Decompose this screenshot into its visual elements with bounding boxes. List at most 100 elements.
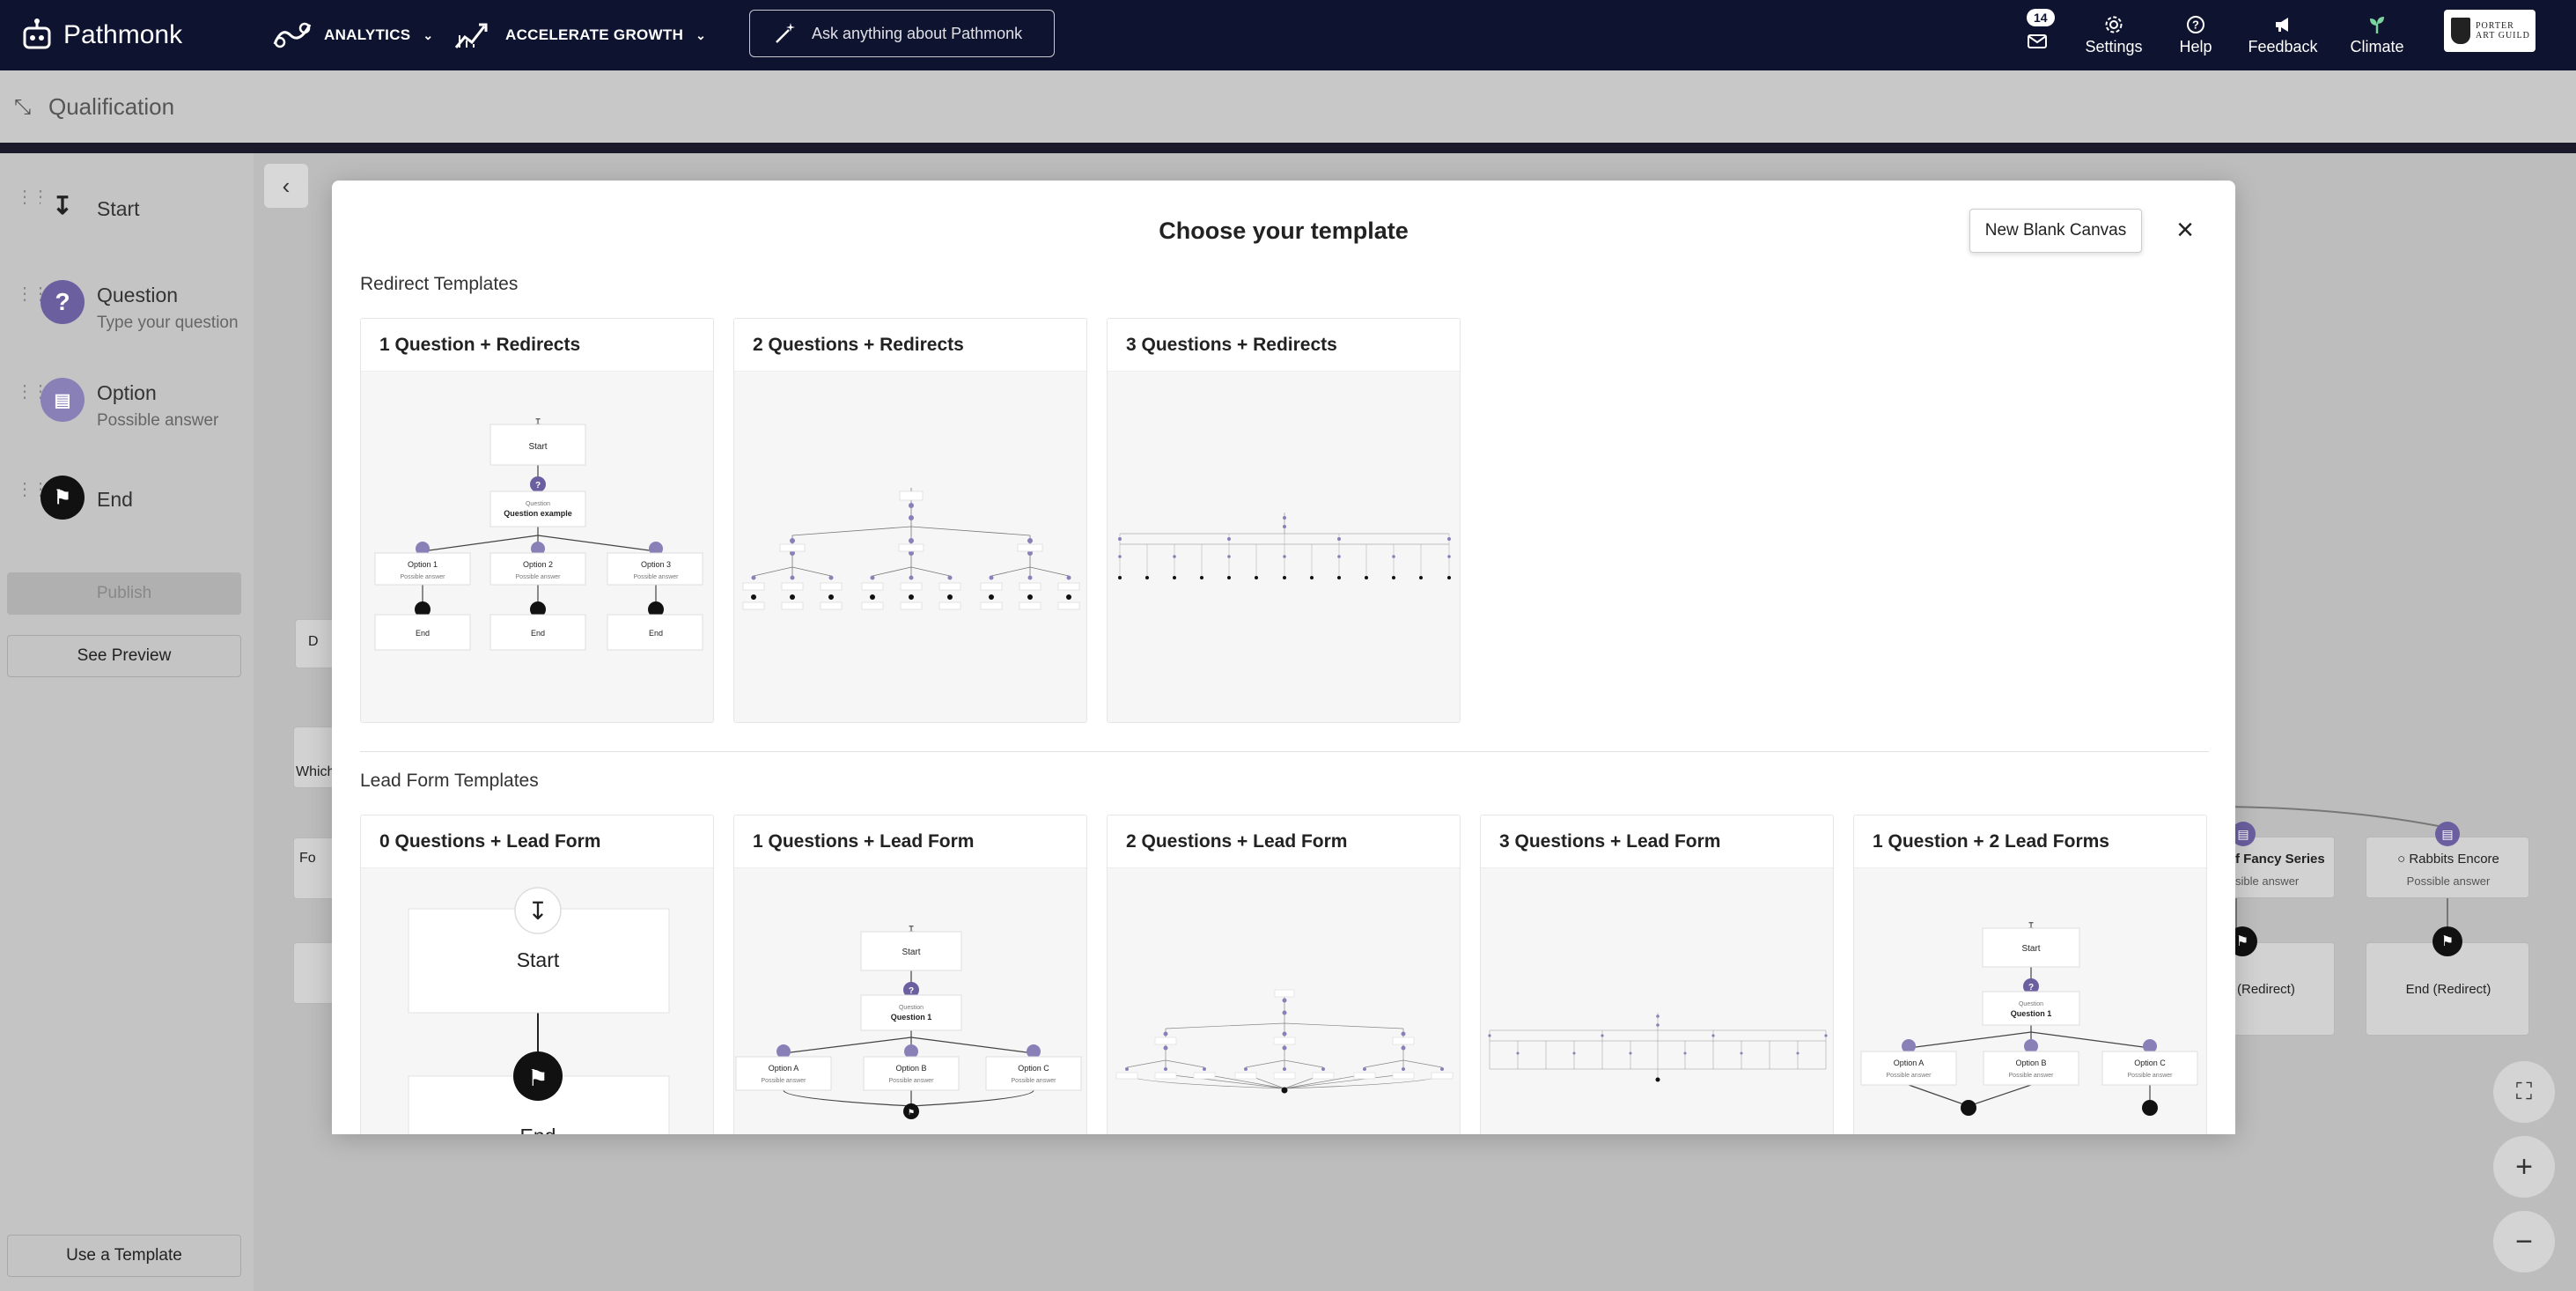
flag-icon <box>513 1051 563 1101</box>
flow-preview-1q-2lead: ↧ Start ? Question Question 1 Option A O… <box>1860 920 2198 1116</box>
template-preview: ↧ Start ? Question Question example Opti… <box>361 372 713 722</box>
fit-view-button[interactable]: ⛶ <box>2493 1061 2555 1123</box>
preview-start-label: Start <box>902 948 920 957</box>
preview-end-label: End <box>531 629 545 638</box>
preview-question-caption: Question <box>899 1005 924 1011</box>
template-preview: ↧ Start ⚑ End <box>361 868 713 1134</box>
canvas-option-card[interactable]: f Fancy Series sible answer <box>2227 837 2335 898</box>
leadform-section-title: Lead Form Templates <box>360 771 539 791</box>
inbox-button[interactable] <box>2023 9 2051 62</box>
template-card-1q-redirects[interactable]: 1 Question + Redirects ↧ Start ? Questio… <box>360 318 714 723</box>
feedback-button[interactable]: Feedback <box>2247 9 2319 62</box>
plant-icon <box>2370 16 2384 33</box>
preview-option-sub: Possible answer <box>762 1078 807 1084</box>
preview-start-label: Start <box>528 442 547 452</box>
analytics-menu[interactable]: ANALYTICS ⌄ <box>271 16 433 55</box>
header-divider <box>0 143 2576 153</box>
node-palette-sidebar: ⋮⋮ ↧ Start ⋮⋮ ? Question Type your quest… <box>0 153 254 1291</box>
preview-option-label: Option A <box>1894 1059 1925 1067</box>
growth-icon <box>454 23 488 48</box>
radio-icon: ○ <box>2397 852 2406 867</box>
analytics-icon <box>273 22 312 48</box>
question-icon <box>2023 978 2039 994</box>
canvas-end-card[interactable]: (Redirect) <box>2227 942 2335 1036</box>
drag-handle-icon[interactable]: ⋮⋮ <box>16 382 49 402</box>
template-card-1q-2leadforms[interactable]: 1 Question + 2 Lead Forms ↧ Start ? Ques… <box>1853 815 2207 1134</box>
help-button[interactable]: ? Help <box>2178 9 2213 62</box>
drag-handle-icon[interactable]: ⋮⋮ <box>16 188 49 207</box>
zoom-out-button[interactable]: − <box>2493 1211 2555 1273</box>
editor-header: ⤡ Qualification <box>0 70 2576 143</box>
palette-node-label: Start <box>97 197 140 220</box>
canvas-card-sub: Possible answer <box>2406 874 2491 888</box>
see-preview-button[interactable]: See Preview <box>7 635 241 677</box>
flag-icon: ⚑ <box>40 476 85 520</box>
preview-option-label: Option 3 <box>641 560 671 569</box>
palette-node-option[interactable]: ⋮⋮ ▤ Option Possible answer <box>0 365 254 445</box>
template-card-title: 1 Question + Redirects <box>361 319 713 372</box>
preview-question-caption: Question <box>526 501 550 507</box>
template-card-2q-redirects[interactable]: 2 Questions + Redirects <box>733 318 1087 723</box>
canvas-end-card[interactable]: End (Redirect) <box>2366 942 2529 1036</box>
flow-preview-0q-lead: ↧ Start ⚑ End <box>408 887 670 1134</box>
analytics-label: ANALYTICS <box>324 26 411 43</box>
preview-option-label: Option 2 <box>523 560 553 569</box>
palette-node-sub: Type your question <box>97 314 239 332</box>
inbox-count-badge: 14 <box>2027 9 2055 26</box>
template-card-title: 2 Questions + Redirects <box>734 319 1086 372</box>
pathmonk-logo[interactable]: Pathmonk <box>19 16 182 55</box>
flow-preview-3q-lead <box>1488 1013 1828 1082</box>
close-modal-button[interactable]: × <box>2169 214 2201 246</box>
template-card-2q-leadform[interactable]: 2 Questions + Lead Form <box>1107 815 1461 1134</box>
use-template-button[interactable]: Use a Template <box>7 1235 241 1277</box>
template-card-1q-leadform[interactable]: 1 Questions + Lead Form ↧ Start ? Questi… <box>733 815 1087 1134</box>
template-card-0q-leadform[interactable]: 0 Questions + Lead Form ↧ Start ⚑ End <box>360 815 714 1134</box>
palette-node-label: End <box>97 488 133 511</box>
palette-node-question[interactable]: ⋮⋮ ? Question Type your question <box>0 268 254 347</box>
template-card-title: 3 Questions + Redirects <box>1108 319 1460 372</box>
client-brand-logo[interactable]: PORTER ART GUILD <box>2444 10 2536 52</box>
zoom-in-button[interactable]: + <box>2493 1136 2555 1198</box>
preview-question-text: Question example <box>504 509 572 518</box>
settings-button[interactable]: Settings <box>2083 9 2145 62</box>
climate-button[interactable]: Climate <box>2349 9 2405 62</box>
template-card-3q-redirects[interactable]: 3 Questions + Redirects <box>1107 318 1461 723</box>
start-icon <box>514 887 562 934</box>
feedback-label: Feedback <box>2248 37 2318 55</box>
collapse-sidebar-button[interactable]: ‹ <box>264 164 308 208</box>
collapse-editor-icon[interactable]: ⤡ <box>14 95 32 119</box>
palette-node-start[interactable]: ⋮⋮ ↧ Start <box>0 171 254 250</box>
flag-icon: ⚑ <box>2432 926 2462 956</box>
flow-preview-2q <box>742 488 1080 610</box>
canvas-option-card[interactable]: ○ Rabbits Encore Possible answer <box>2366 837 2529 898</box>
svg-text:?: ? <box>909 986 914 996</box>
preview-option-sub: Possible answer <box>1012 1078 1057 1084</box>
accelerate-growth-menu[interactable]: ACCELERATE GROWTH ⌄ <box>453 16 706 55</box>
new-blank-canvas-button[interactable]: New Blank Canvas <box>1969 209 2142 253</box>
template-card-3q-leadform[interactable]: 3 Questions + Lead Form <box>1480 815 1834 1134</box>
preview-option-label: Option B <box>895 1064 926 1073</box>
flag-icon <box>1961 1100 1976 1116</box>
preview-option-sub: Possible answer <box>2009 1073 2055 1079</box>
megaphone-icon <box>2276 17 2288 32</box>
canvas-card-title: Rabbits Encore <box>2409 852 2499 867</box>
start-icon: ↧ <box>40 183 85 227</box>
drag-handle-icon[interactable]: ⋮⋮ <box>16 284 49 304</box>
flag-icon <box>2142 1100 2158 1116</box>
preview-option-label: Option A <box>769 1064 799 1073</box>
shield-icon <box>2451 18 2470 44</box>
drag-handle-icon[interactable]: ⋮⋮ <box>16 480 49 499</box>
gear-icon <box>2105 16 2123 33</box>
ask-ai-input[interactable]: Ask anything about Pathmonk <box>749 10 1055 57</box>
publish-button[interactable]: Publish <box>7 572 241 615</box>
flow-preview-3q <box>1118 513 1451 579</box>
preview-option-sub: Possible answer <box>634 574 680 580</box>
brand-line2: ART GUILD <box>2476 31 2530 41</box>
preview-option-sub: Possible answer <box>2128 1073 2174 1079</box>
template-preview <box>1481 868 1833 1134</box>
flow-preview-2q-lead <box>1115 989 1454 1094</box>
palette-node-end[interactable]: ⋮⋮ ⚑ End <box>0 463 254 542</box>
preview-option-label: Option C <box>2134 1059 2166 1067</box>
template-card-title: 2 Questions + Lead Form <box>1108 815 1460 868</box>
flow-preview-1q: ↧ Start ? Question Question example Opti… <box>374 417 703 651</box>
